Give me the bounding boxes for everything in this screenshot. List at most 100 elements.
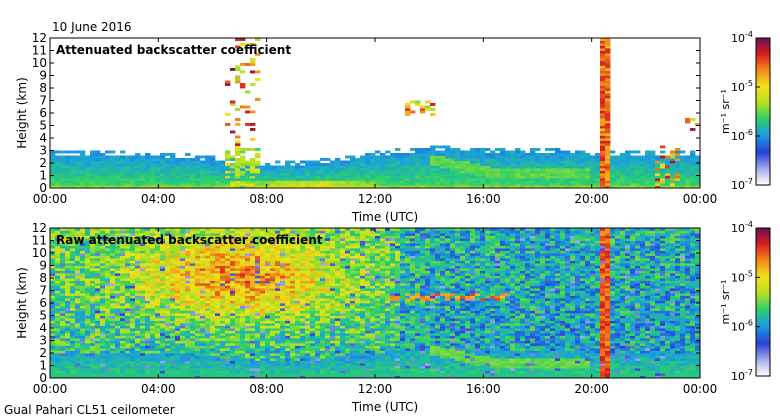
- heat-cell: [80, 350, 86, 354]
- heat-cell: [290, 273, 296, 276]
- heat-cell: [180, 348, 186, 351]
- heat-cell: [675, 148, 681, 151]
- heat-cell: [595, 180, 601, 184]
- heat-cell: [150, 365, 156, 369]
- heat-cell: [325, 178, 331, 181]
- heat-cell: [380, 175, 386, 179]
- heat-cell: [660, 150, 666, 154]
- heat-cell: [255, 360, 261, 364]
- heat-cell: [160, 238, 166, 241]
- heat-cell: [630, 158, 636, 161]
- heat-cell: [665, 175, 671, 179]
- heat-cell: [260, 350, 266, 354]
- heat-cell: [115, 255, 121, 259]
- heat-cell: [285, 280, 291, 284]
- heat-cell: [105, 353, 111, 356]
- heat-cell: [170, 258, 176, 261]
- heat-cell: [535, 180, 541, 184]
- heat-cell: [135, 295, 141, 299]
- heat-cell: [455, 175, 461, 179]
- heat-cell: [145, 325, 151, 329]
- heat-cell: [95, 320, 101, 324]
- heat-cell: [55, 263, 61, 266]
- heat-cell: [265, 365, 271, 369]
- heat-cell: [240, 228, 246, 231]
- heat-cell: [170, 245, 176, 249]
- heat-cell: [425, 170, 431, 174]
- heat-cell: [245, 270, 251, 274]
- heat-cell: [690, 155, 696, 159]
- heat-cell: [285, 268, 291, 271]
- heat-cell: [140, 293, 146, 296]
- heat-cell: [90, 333, 96, 336]
- heat-cell: [210, 325, 216, 329]
- heat-cell: [170, 335, 176, 339]
- heat-cell: [215, 263, 221, 266]
- heat-cell: [50, 323, 56, 326]
- heat-cell: [675, 180, 681, 184]
- heat-cell: [200, 290, 206, 294]
- heat-cell: [130, 310, 136, 314]
- heat-cell: [55, 158, 61, 161]
- heat-cell: [285, 345, 291, 349]
- heat-cell: [125, 325, 131, 329]
- heat-cell: [250, 355, 256, 359]
- heat-cell: [520, 158, 526, 161]
- heat-cell: [105, 360, 111, 364]
- heat-cell: [270, 365, 276, 369]
- heat-cell: [245, 253, 251, 256]
- heat-cell: [595, 183, 601, 186]
- heat-cell: [205, 175, 211, 179]
- heat-cell: [260, 273, 266, 276]
- heat-cell: [160, 250, 166, 254]
- heat-cell: [290, 313, 296, 316]
- heat-cell: [205, 228, 211, 231]
- heat-cell: [240, 148, 246, 151]
- heat-cell: [240, 350, 246, 354]
- heat-cell: [245, 170, 251, 174]
- heat-cell: [450, 168, 456, 171]
- heat-cell: [520, 170, 526, 174]
- heat-cell: [175, 253, 181, 256]
- heat-cell: [120, 325, 126, 329]
- heat-cell: [195, 168, 201, 171]
- heat-cell: [280, 295, 286, 299]
- heat-cell: [680, 185, 686, 189]
- heat-cell: [65, 235, 71, 239]
- heat-cell: [170, 353, 176, 356]
- heat-cell: [585, 175, 591, 179]
- heat-cell: [385, 180, 391, 184]
- heat-cell: [125, 173, 131, 176]
- heat-cell: [605, 158, 611, 161]
- heat-cell: [205, 240, 211, 244]
- heat-cell: [650, 173, 656, 176]
- heat-cell: [175, 245, 181, 249]
- heat-cell: [555, 160, 561, 164]
- heat-cell: [500, 173, 506, 176]
- heat-cell: [80, 235, 86, 239]
- heat-cell: [230, 350, 236, 354]
- heat-cell: [150, 235, 156, 239]
- heat-cell: [205, 330, 211, 334]
- heat-cell: [240, 293, 246, 296]
- heat-cell: [120, 275, 126, 279]
- heat-cell: [55, 250, 61, 254]
- heat-cell: [425, 165, 431, 169]
- heat-cell: [130, 173, 136, 176]
- heat-cell: [140, 235, 146, 239]
- heat-cell: [75, 175, 81, 179]
- heat-cell: [265, 285, 271, 289]
- heat-cell: [170, 283, 176, 286]
- heat-cell: [230, 168, 236, 171]
- heat-cell: [65, 298, 71, 301]
- heat-cell: [50, 363, 56, 366]
- heat-cell: [160, 343, 166, 346]
- heat-cell: [690, 118, 696, 121]
- heat-cell: [225, 253, 231, 256]
- heat-cell: [295, 373, 301, 376]
- heat-cell: [275, 353, 281, 356]
- colorbar-tick-base: 10: [731, 32, 745, 45]
- heat-cell: [240, 300, 246, 304]
- heat-cell: [135, 338, 141, 341]
- heat-cell: [195, 253, 201, 256]
